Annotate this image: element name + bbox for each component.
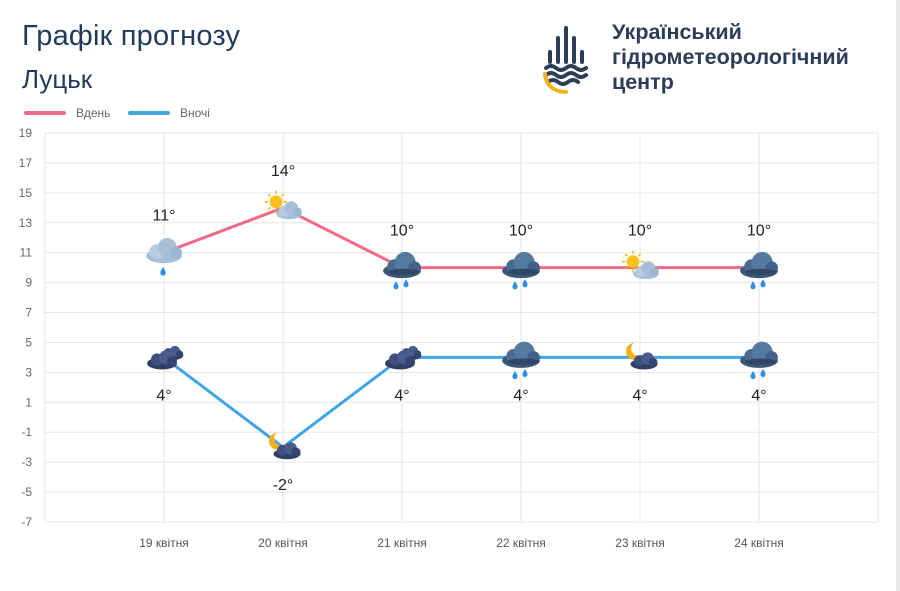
brand-block: Український гідрометеорологічний центр xyxy=(540,18,890,98)
day-temp-label: 11° xyxy=(152,208,175,225)
y-tick-label: 13 xyxy=(19,216,33,230)
hydromet-logo-icon xyxy=(543,26,588,94)
night-series-line xyxy=(163,355,759,449)
y-tick-label: -1 xyxy=(21,425,32,439)
y-tick-label: -3 xyxy=(21,455,32,469)
night-temp-label: 4° xyxy=(394,387,409,404)
y-tick-label: -5 xyxy=(21,485,32,499)
dark-clouds-icon xyxy=(385,345,422,370)
day-temp-label: 10° xyxy=(390,223,414,240)
x-tick-label: 19 квітня xyxy=(139,536,189,550)
dark-clouds-icon xyxy=(147,345,184,370)
page-title: Графік прогнозу xyxy=(22,20,241,52)
brand-line-3: центр xyxy=(612,70,674,94)
y-tick-label: 11 xyxy=(20,246,33,260)
brand-line-2: гідрометеорологічний xyxy=(612,45,849,69)
legend-swatch-night xyxy=(128,111,170,115)
brand-line-1: Український xyxy=(612,20,742,44)
night-temp-label: 4° xyxy=(751,387,766,404)
day-series-line xyxy=(163,206,759,270)
y-tick-label: 7 xyxy=(25,306,32,320)
day-temp-label: 14° xyxy=(271,163,295,180)
legend-swatch-day xyxy=(24,111,66,115)
night-temp-label: 4° xyxy=(156,387,171,404)
x-tick-label: 24 квітня xyxy=(734,536,784,550)
y-tick-label: 15 xyxy=(19,186,33,200)
y-tick-label: 1 xyxy=(25,395,32,409)
day-temp-label: 10° xyxy=(628,223,652,240)
y-tick-label: 19 xyxy=(19,126,33,140)
y-tick-label: -7 xyxy=(21,515,32,529)
y-tick-label: 5 xyxy=(25,335,32,349)
legend-label-day: Вдень xyxy=(76,106,111,120)
x-tick-label: 22 квітня xyxy=(496,536,546,550)
moon-cloud-icon xyxy=(625,342,658,370)
night-temp-label: 4° xyxy=(513,387,528,404)
y-tick-label: 3 xyxy=(25,365,32,379)
x-tick-label: 20 квітня xyxy=(258,536,308,550)
cloud-rain-light-icon xyxy=(146,237,182,276)
day-temp-label: 10° xyxy=(509,223,533,240)
night-temp-label: 4° xyxy=(632,387,647,404)
city-title: Луцьк xyxy=(22,64,93,94)
brand-name: Український гідрометеорологічний центр xyxy=(612,20,849,95)
legend-label-night: Вночі xyxy=(180,106,210,120)
y-tick-label: 9 xyxy=(25,276,32,290)
x-tick-label: 21 квітня xyxy=(377,536,427,550)
right-edge xyxy=(896,0,900,591)
x-tick-label: 23 квітня xyxy=(615,536,665,550)
night-temp-label: -2° xyxy=(273,477,294,494)
day-temp-label: 10° xyxy=(747,223,771,240)
y-tick-label: 17 xyxy=(19,156,33,170)
